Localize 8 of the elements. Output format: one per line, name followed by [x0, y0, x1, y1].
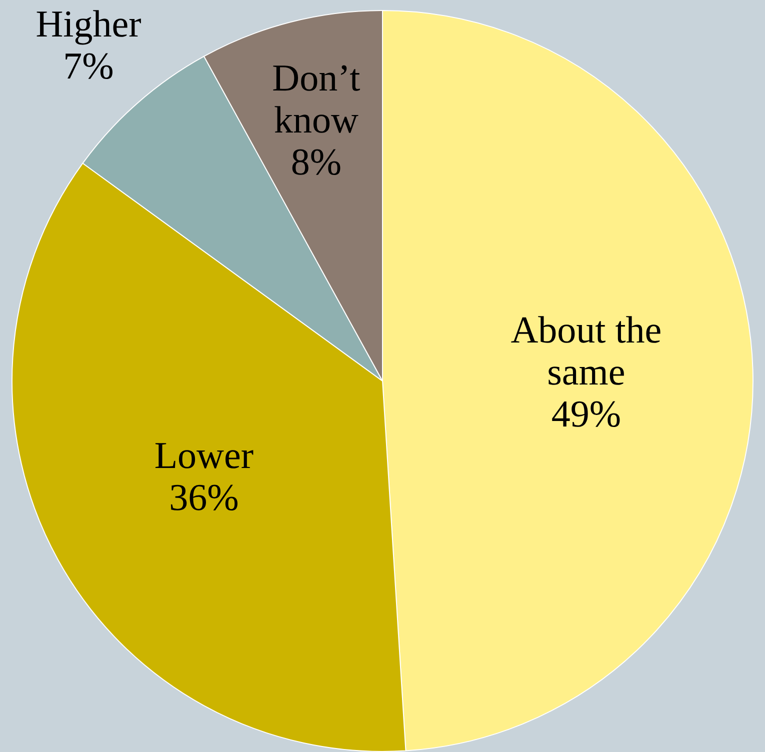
data-label: 49%: [551, 394, 622, 436]
data-label: 7%: [63, 45, 114, 88]
data-label: 36%: [169, 477, 239, 520]
slice-label: About the same: [510, 310, 662, 394]
data-label: 8%: [290, 142, 342, 184]
slice-label: Lower: [154, 435, 254, 478]
slice-label: Higher: [36, 3, 142, 46]
slice-label: Don’t know: [272, 58, 361, 142]
